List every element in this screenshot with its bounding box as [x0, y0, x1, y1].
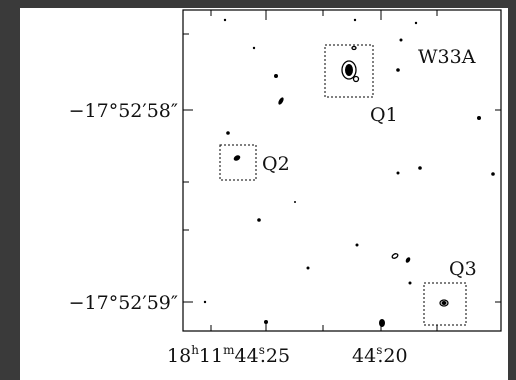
- y-tick-label: −17°52′58″: [69, 100, 178, 122]
- q3-label: Q3: [449, 258, 477, 280]
- x-tick-part: 11: [199, 345, 223, 367]
- y-tick-label: −17°52′59″: [69, 292, 178, 314]
- source-label: W33A: [418, 46, 476, 68]
- x-tick-unit: m: [223, 343, 235, 357]
- x-tick-part: .20: [377, 345, 407, 367]
- figure: W33A Q1 Q2 Q3 −17°52′58″ −17°52′59″ 18h1…: [0, 0, 516, 380]
- q2-label: Q2: [262, 153, 290, 175]
- x-tick-part: 44: [235, 345, 259, 367]
- q1-label: Q1: [370, 104, 398, 126]
- x-tick-part: 44: [352, 345, 376, 367]
- x-tick-part: .25: [260, 345, 290, 367]
- x-tick-part: 18: [167, 345, 191, 367]
